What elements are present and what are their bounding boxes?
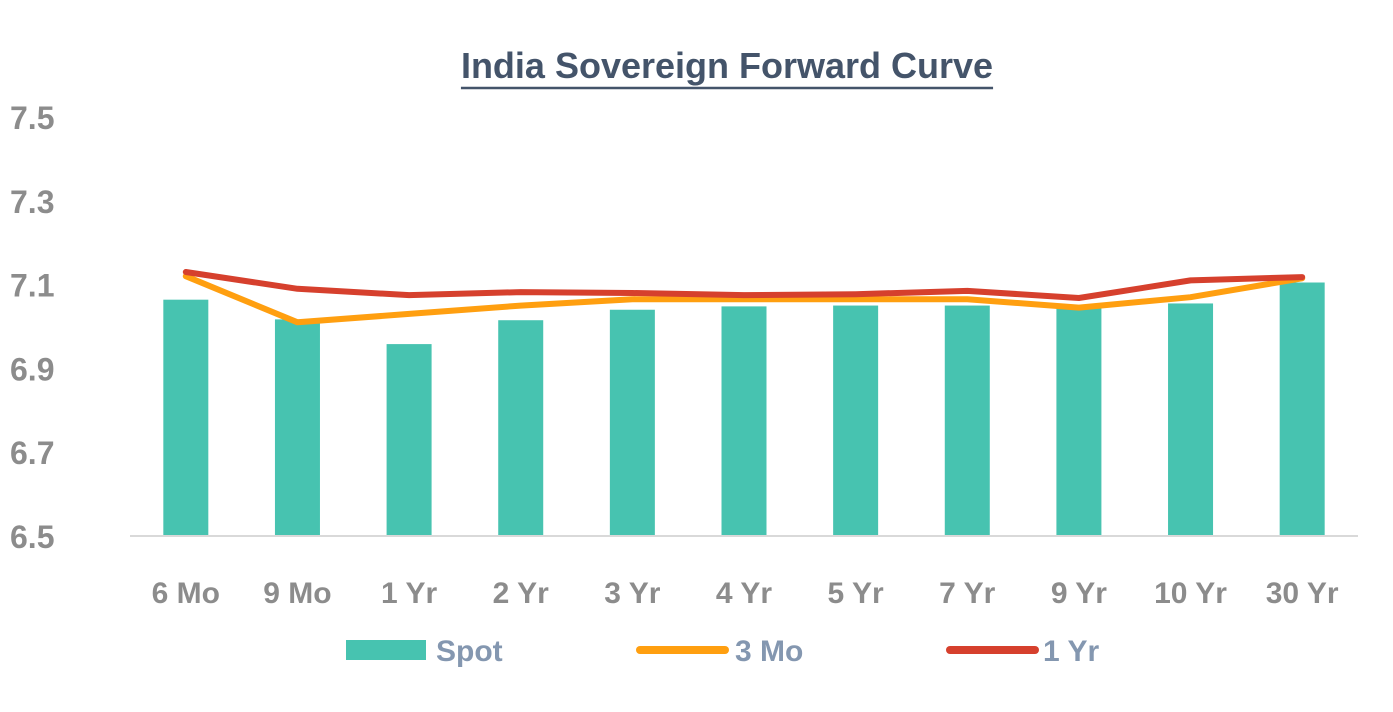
y-tick-label: 7.3 <box>10 184 54 220</box>
y-tick-label: 6.5 <box>10 519 54 555</box>
x-tick-label: 5 Yr <box>828 577 884 610</box>
x-tick-label: 9 Mo <box>263 577 331 610</box>
bar-spot <box>721 306 767 536</box>
bar-spot <box>274 319 320 536</box>
bar-spot <box>609 309 655 536</box>
x-axis: 6 Mo 9 Mo 1 Yr 2 Yr 3 Yr 4 Yr 5 Yr 7 Yr 9 Yr 10 Y… <box>152 577 1339 610</box>
bar-spot <box>386 344 432 536</box>
line-series <box>182 269 1306 326</box>
bar-spot <box>833 305 879 536</box>
y-tick-label: 6.7 <box>10 435 54 471</box>
x-tick-label: 2 Yr <box>493 577 549 610</box>
x-tick-label: 1 Yr <box>381 577 437 610</box>
bar-spot <box>1279 282 1325 536</box>
bar-series-spot <box>163 282 1325 536</box>
y-tick-label: 7.1 <box>10 268 54 304</box>
x-tick-label: 7 Yr <box>939 577 995 610</box>
bar-spot <box>1168 303 1214 536</box>
x-tick-label: 6 Mo <box>152 577 220 610</box>
line-3-mo <box>182 273 1306 326</box>
bar-spot <box>498 320 544 536</box>
legend-swatch-spot <box>346 640 426 660</box>
x-tick-label: 30 Yr <box>1266 577 1339 610</box>
chart-title: India Sovereign Forward Curve <box>461 45 993 86</box>
line-1-yr <box>182 269 1306 301</box>
legend: Spot 3 Mo 1 Yr <box>346 635 1099 668</box>
y-tick-label: 6.9 <box>10 351 54 387</box>
bar-spot <box>163 299 209 536</box>
y-axis: 7.5 7.3 7.1 6.9 6.7 6.5 <box>10 100 54 555</box>
x-tick-label: 10 Yr <box>1154 577 1227 610</box>
legend-label-3-mo: 3 Mo <box>735 635 803 668</box>
x-tick-label: 4 Yr <box>716 577 772 610</box>
legend-label-spot: Spot <box>436 635 503 668</box>
x-tick-label: 3 Yr <box>604 577 660 610</box>
bar-spot <box>1056 305 1102 536</box>
legend-label-1-yr: 1 Yr <box>1043 635 1099 668</box>
y-tick-label: 7.5 <box>10 100 54 136</box>
bar-spot <box>944 305 990 536</box>
x-tick-label: 9 Yr <box>1051 577 1107 610</box>
